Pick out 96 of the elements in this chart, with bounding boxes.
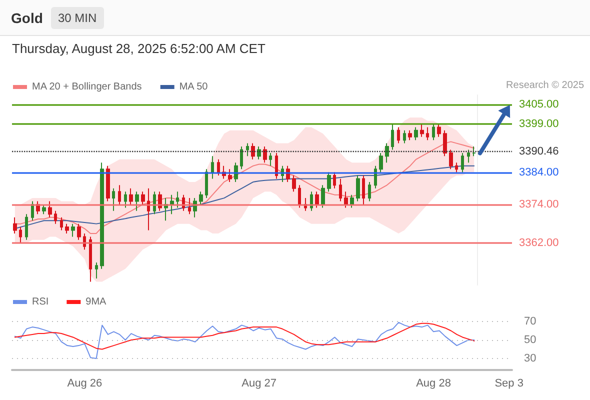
- candlestick: [344, 191, 348, 208]
- candlestick: [54, 210, 57, 224]
- candlestick: [25, 214, 28, 240]
- candlestick: [42, 204, 46, 215]
- candlestick: [362, 175, 365, 205]
- candlestick: [71, 223, 75, 238]
- y-tick-label: 3384.00: [519, 166, 559, 178]
- candlestick: [211, 156, 214, 180]
- candlestick: [379, 152, 383, 173]
- candlestick: [315, 191, 319, 208]
- candlestick: [275, 152, 278, 180]
- chart-subtitle: Thursday, August 28, 2025 6:52:00 AM CET: [12, 41, 266, 56]
- legend-label: 9MA: [86, 296, 107, 308]
- candlestick: [298, 184, 301, 208]
- candlestick: [333, 172, 336, 189]
- candlestick: [234, 162, 238, 182]
- candlestick: [246, 142, 249, 157]
- candlestick: [310, 191, 313, 212]
- x-tick-label: Aug 28: [416, 378, 451, 390]
- y-tick-label: 3405.00: [519, 98, 559, 111]
- candlestick: [135, 191, 139, 212]
- candlestick: [455, 162, 458, 173]
- candlestick: [339, 178, 342, 202]
- candlestick: [89, 236, 92, 282]
- candlestick: [240, 146, 243, 170]
- candlestick: [77, 223, 81, 240]
- candlestick: [432, 123, 435, 141]
- candlestick: [13, 216, 17, 234]
- candlestick: [408, 130, 412, 141]
- candlestick: [374, 165, 377, 189]
- candlestick: [472, 146, 476, 157]
- candlestick: [153, 191, 156, 215]
- text: 30 MIN: [51, 7, 104, 29]
- candlestick: [60, 216, 63, 231]
- candlestick: [147, 188, 150, 231]
- candlestick: [443, 130, 447, 157]
- y-tick-label: 3399.00: [519, 118, 559, 130]
- legend-label: MA 20 + Bollinger Bands: [32, 82, 142, 92]
- candlestick: [188, 198, 191, 215]
- candlestick: [205, 168, 208, 199]
- legend-label: MA 50: [179, 82, 208, 92]
- candlestick: [420, 123, 424, 138]
- chart-title: Gold: [11, 10, 43, 26]
- candlestick: [426, 126, 429, 141]
- candlestick: [449, 149, 453, 170]
- candlestick: [199, 191, 203, 205]
- candlestick: [141, 191, 145, 205]
- candlestick: [350, 194, 354, 208]
- candlestick: [397, 126, 400, 144]
- line-series: [14, 141, 475, 234]
- y-tick-label: 30: [524, 352, 536, 364]
- candlestick: [31, 200, 34, 222]
- candlestick: [112, 188, 115, 212]
- candlestick: [321, 184, 325, 208]
- candlestick: [263, 146, 267, 164]
- candlestick: [118, 184, 121, 205]
- y-tick-label: 3374.00: [519, 198, 559, 210]
- legend-label: RSI: [32, 296, 49, 308]
- candlestick: [95, 262, 98, 280]
- candlestick: [257, 146, 261, 160]
- candlestick: [403, 130, 406, 144]
- line-series: [14, 322, 475, 359]
- x-tick-label: Aug 27: [242, 378, 277, 390]
- candlestick: [356, 175, 360, 202]
- candlestick: [414, 126, 418, 141]
- candlestick: [461, 152, 464, 173]
- candlestick: [385, 142, 389, 164]
- x-tick-label: Sep 3: [494, 378, 524, 390]
- candlestick: [327, 172, 331, 192]
- candlestick: [368, 181, 371, 202]
- y-tick-label: 3362.00: [519, 237, 559, 250]
- candlestick: [106, 165, 110, 202]
- text: Research © 2025: [506, 80, 584, 91]
- candlestick: [129, 188, 133, 205]
- candlestick: [158, 191, 162, 212]
- line-series: [14, 165, 475, 230]
- y-tick-label: 70: [524, 316, 536, 328]
- candlestick: [228, 168, 232, 182]
- candlestick: [100, 162, 104, 270]
- candlestick: [437, 123, 441, 138]
- x-tick-label: Aug 26: [67, 378, 102, 390]
- candlestick: [467, 149, 470, 164]
- candlestick: [170, 194, 174, 215]
- candlestick: [251, 142, 255, 160]
- candlestick: [48, 200, 52, 218]
- candlestick: [176, 191, 179, 208]
- y-tick-label: 3390.46: [519, 145, 559, 158]
- y-tick-label: 50: [524, 334, 536, 346]
- line-series: [14, 322, 475, 350]
- candlestick: [292, 175, 296, 192]
- candlestick: [217, 158, 220, 176]
- candlestick: [65, 223, 69, 234]
- candlestick: [19, 226, 22, 244]
- candlestick: [124, 191, 127, 208]
- candlestick: [391, 123, 394, 150]
- candlestick: [269, 152, 272, 166]
